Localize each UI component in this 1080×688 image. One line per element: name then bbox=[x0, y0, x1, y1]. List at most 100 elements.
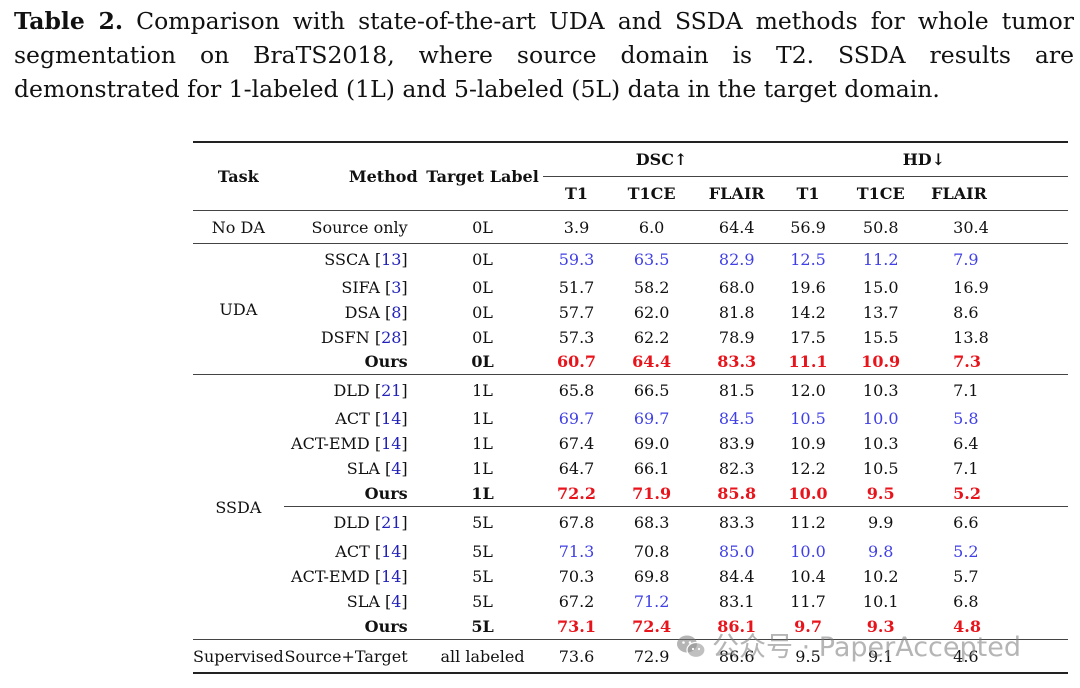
value-cell: 6.0 bbox=[609, 210, 694, 244]
header-col: FLAIR bbox=[931, 184, 987, 203]
value-cell: 7.9 bbox=[925, 243, 1068, 275]
value-cell: 9.8 bbox=[867, 542, 894, 562]
value-cell: 11.7 bbox=[790, 592, 826, 612]
target-label-cell: 1L bbox=[471, 483, 494, 503]
method-name: DLD bbox=[333, 513, 370, 533]
citation-link[interactable]: 3 bbox=[391, 277, 402, 297]
table-row: Ours 5L 73.1 72.4 86.1 9.7 9.3 4.8 bbox=[193, 614, 1068, 639]
value-cell: 82.9 bbox=[693, 243, 780, 275]
citation-link[interactable]: 21 bbox=[381, 513, 402, 533]
citation-link[interactable]: 4 bbox=[391, 592, 402, 612]
table-row: ACT [14] 1L 69.7 69.7 84.5 10.5 10.0 5.8 bbox=[193, 406, 1068, 431]
value-cell: 11.2 bbox=[779, 505, 837, 540]
table-row: SLA [4] 1L 64.7 66.1 82.3 12.2 10.5 7.1 bbox=[193, 456, 1068, 481]
target-label-cell: 1L bbox=[472, 458, 493, 478]
value-cell: 5.2 bbox=[953, 483, 981, 503]
citation-link[interactable]: 4 bbox=[391, 458, 402, 478]
value-cell: 68.3 bbox=[609, 505, 694, 540]
method-cell: SLA [4] bbox=[346, 592, 408, 612]
method-name: SIFA bbox=[341, 277, 380, 297]
value-cell: 69.7 bbox=[558, 408, 595, 428]
value-cell: 5.2 bbox=[953, 542, 979, 562]
method-name: ACT-EMD bbox=[291, 567, 370, 587]
value-cell: 8.6 bbox=[953, 302, 979, 322]
value-cell: 13.7 bbox=[862, 302, 899, 322]
method-cell: DSFN [28] bbox=[320, 327, 408, 347]
value-cell: 71.2 bbox=[633, 592, 670, 612]
value-cell: 64.4 bbox=[693, 210, 780, 244]
method-cell: DLD [21] bbox=[283, 505, 422, 540]
value-cell: 9.5 bbox=[779, 638, 837, 675]
value-cell: 50.8 bbox=[836, 210, 926, 244]
task-group: UDA bbox=[193, 242, 284, 375]
target-label-cell: 5L bbox=[421, 505, 544, 540]
target-label-cell: 0L bbox=[421, 210, 544, 244]
value-cell: 9.3 bbox=[866, 616, 895, 636]
results-body: No DA Source only 0L 3.9 6.0 64.4 56.9 50.8 30.4… bbox=[193, 210, 1068, 675]
value-cell: 84.5 bbox=[718, 408, 755, 428]
table-row: ACT-EMD [14] 1L 67.4 69.0 83.9 10.9 10.3 6.4 bbox=[193, 431, 1068, 456]
value-cell: 10.0 bbox=[862, 408, 899, 428]
task-group: Supervised bbox=[193, 638, 284, 675]
method-cell: SLA [4] bbox=[346, 458, 408, 478]
value-cell: 56.9 bbox=[779, 210, 837, 244]
value-cell: 9.1 bbox=[836, 638, 926, 675]
value-cell: 17.5 bbox=[790, 327, 826, 347]
value-cell: 69.8 bbox=[633, 567, 670, 587]
method-name: DSFN bbox=[320, 327, 370, 347]
value-cell: 85.0 bbox=[718, 542, 755, 562]
value-cell: 83.1 bbox=[718, 592, 755, 612]
method-name: Ours bbox=[364, 616, 408, 636]
citation-link[interactable]: 8 bbox=[391, 302, 402, 322]
value-cell: 69.0 bbox=[633, 433, 670, 453]
target-label-cell: 5L bbox=[471, 616, 494, 636]
value-cell: 67.8 bbox=[543, 505, 610, 540]
caption-label: Table 2. bbox=[14, 7, 124, 35]
citation-link[interactable]: 28 bbox=[381, 327, 402, 347]
method-name: Ours bbox=[364, 483, 408, 503]
target-label-cell: 1L bbox=[421, 374, 544, 406]
value-cell: 15.5 bbox=[862, 327, 899, 347]
citation-link[interactable]: 21 bbox=[381, 381, 402, 401]
method-cell: ACT-EMD [14] bbox=[291, 433, 408, 453]
method-cell: ACT [14] bbox=[335, 542, 408, 562]
header-dsc: DSC↑ bbox=[543, 142, 780, 177]
table-caption: Table 2. Comparison with state-of-the-ar… bbox=[14, 4, 1074, 106]
value-cell: 67.4 bbox=[558, 433, 595, 453]
value-cell: 11.2 bbox=[836, 243, 926, 275]
value-cell: 19.6 bbox=[790, 277, 826, 297]
citation-link[interactable]: 14 bbox=[381, 433, 402, 453]
citation-link[interactable]: 14 bbox=[381, 542, 402, 562]
value-cell: 86.1 bbox=[717, 616, 757, 636]
citation-link[interactable]: 14 bbox=[381, 567, 402, 587]
value-cell: 7.3 bbox=[953, 352, 981, 372]
method-cell: DLD [21] bbox=[283, 374, 422, 406]
value-cell: 10.0 bbox=[790, 542, 826, 562]
value-cell: 14.2 bbox=[790, 302, 826, 322]
citation-link[interactable]: 14 bbox=[381, 408, 402, 428]
table-row: ACT [14] 5L 71.3 70.8 85.0 10.0 9.8 5.2 bbox=[193, 539, 1068, 564]
value-cell: 16.9 bbox=[953, 277, 989, 297]
target-label-cell: 5L bbox=[472, 592, 493, 612]
method-cell: Source only bbox=[283, 210, 422, 244]
value-cell: 10.4 bbox=[790, 567, 826, 587]
value-cell: 62.0 bbox=[633, 302, 670, 322]
value-cell: 73.6 bbox=[543, 638, 610, 675]
method-name: Ours bbox=[364, 352, 408, 372]
task-group: No DA bbox=[193, 210, 284, 244]
method-name: SLA bbox=[346, 592, 380, 612]
target-label-cell: 0L bbox=[421, 243, 544, 275]
method-cell: ACT [14] bbox=[335, 408, 408, 428]
value-cell: 7.1 bbox=[953, 458, 979, 478]
table-row: SSDA DLD [21] 1L 65.8 66.5 81.5 12.0 10.3 7.1 bbox=[193, 374, 1068, 640]
header-col: T1CE bbox=[627, 184, 676, 203]
citation-link[interactable]: 13 bbox=[381, 249, 402, 269]
value-cell: 6.6 bbox=[925, 505, 1068, 540]
watermark: 公众号 · PaperAccepted bbox=[676, 625, 1021, 664]
value-cell: 4.6 bbox=[925, 638, 1068, 675]
value-cell: 66.1 bbox=[633, 458, 670, 478]
value-cell: 10.1 bbox=[862, 592, 899, 612]
value-cell: 10.2 bbox=[862, 567, 899, 587]
method-name: ACT bbox=[335, 542, 370, 562]
value-cell: 70.3 bbox=[558, 567, 595, 587]
